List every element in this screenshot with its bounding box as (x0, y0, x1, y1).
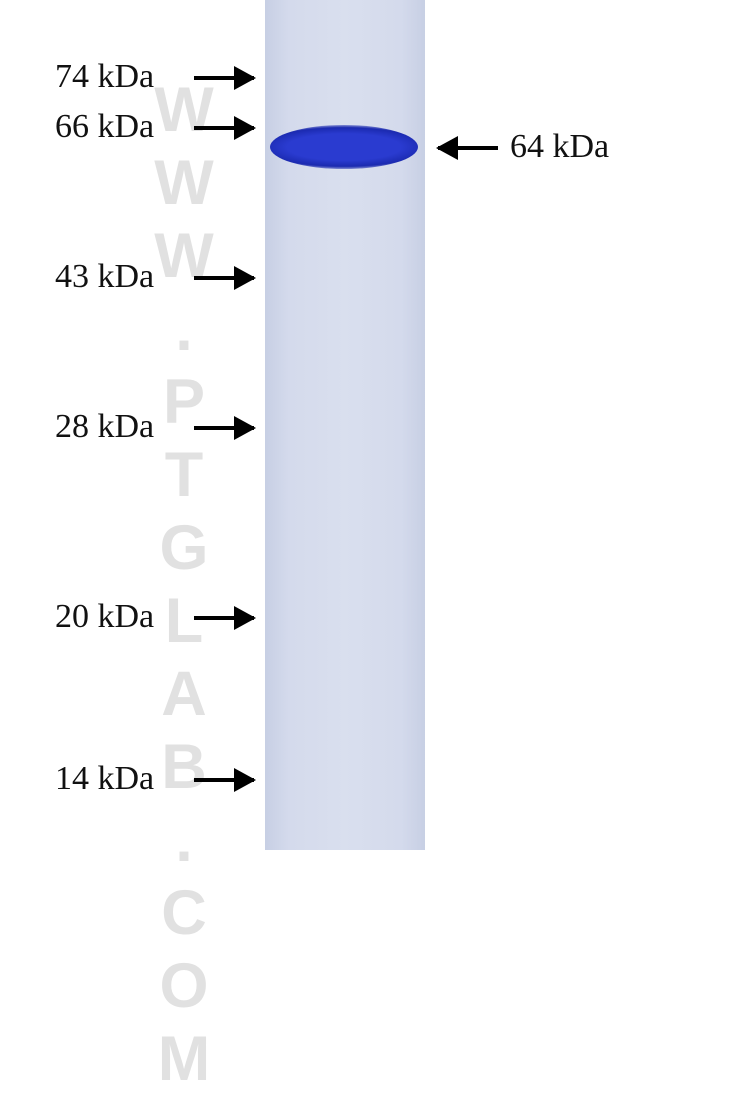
arrow-right-icon (194, 616, 254, 620)
arrow-right-icon (194, 778, 254, 782)
sample-band (270, 125, 418, 169)
marker-label: 74 kDa (55, 58, 154, 96)
marker-label: 28 kDa (55, 408, 154, 446)
arrow-right-icon (194, 76, 254, 80)
watermark-text: WWW.PTGLAB.COM (148, 75, 220, 1097)
sample-band-label: 64 kDa (510, 128, 609, 166)
arrow-right-icon (194, 276, 254, 280)
gel-figure: WWW.PTGLAB.COM 74 kDa66 kDa43 kDa28 kDa2… (0, 0, 740, 889)
arrow-right-icon (194, 426, 254, 430)
marker-label: 14 kDa (55, 760, 154, 798)
arrow-right-icon (194, 126, 254, 130)
marker-label: 20 kDa (55, 598, 154, 636)
marker-label: 66 kDa (55, 108, 154, 146)
arrow-left-icon (438, 146, 498, 150)
marker-label: 43 kDa (55, 258, 154, 296)
